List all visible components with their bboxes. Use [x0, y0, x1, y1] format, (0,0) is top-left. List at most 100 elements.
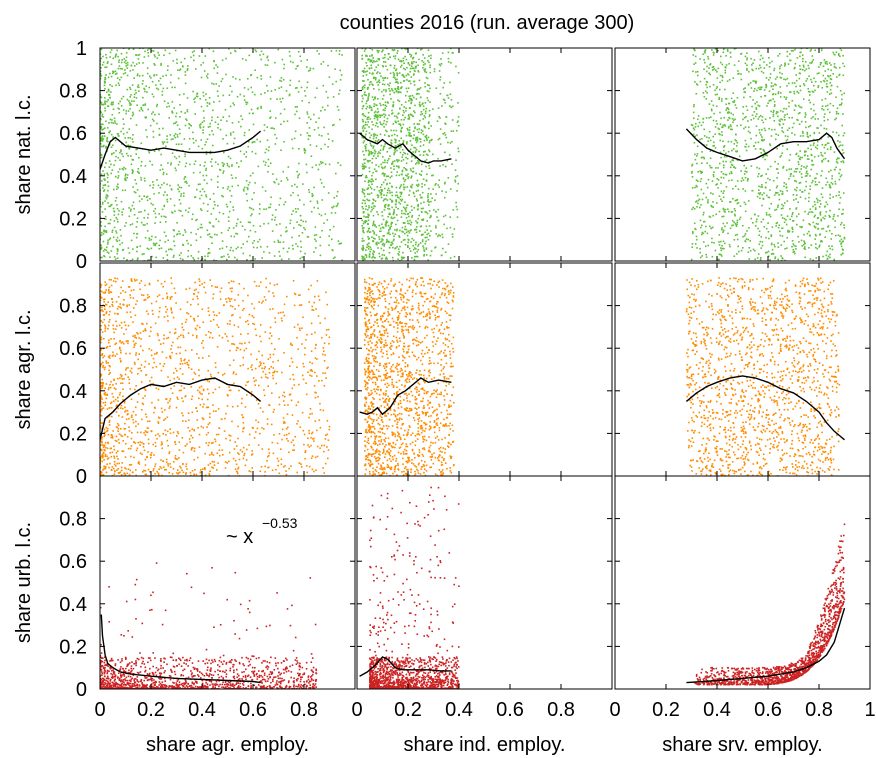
- data-point: [119, 151, 121, 154]
- data-point: [820, 240, 823, 242]
- data-point: [254, 69, 256, 71]
- data-point: [107, 105, 110, 108]
- data-point: [149, 184, 151, 187]
- data-point: [788, 177, 790, 180]
- data-point: [731, 172, 733, 175]
- data-point: [392, 246, 394, 249]
- data-point: [231, 165, 233, 167]
- data-point: [802, 98, 805, 100]
- data-point: [315, 145, 318, 147]
- data-point: [131, 258, 134, 261]
- data-point: [184, 229, 186, 231]
- data-point: [146, 230, 149, 232]
- data-point: [104, 109, 106, 112]
- data-point: [331, 206, 334, 209]
- data-point: [102, 170, 104, 172]
- data-point: [795, 248, 797, 250]
- data-point: [396, 228, 398, 231]
- data-point: [829, 197, 831, 200]
- data-point: [207, 369, 209, 372]
- data-point: [824, 152, 826, 154]
- data-point: [297, 91, 300, 93]
- data-point: [721, 100, 723, 102]
- data-point: [840, 221, 843, 224]
- data-point: [717, 187, 719, 189]
- data-point: [214, 204, 216, 206]
- data-point: [744, 190, 747, 192]
- data-point: [228, 165, 230, 168]
- data-point: [722, 51, 725, 54]
- data-point: [838, 194, 840, 196]
- data-point: [153, 244, 155, 246]
- data-point: [139, 444, 141, 446]
- data-point: [163, 54, 165, 56]
- data-point: [113, 473, 116, 475]
- data-point: [318, 163, 321, 166]
- data-point: [817, 155, 820, 157]
- data-point: [121, 341, 124, 343]
- data-point: [178, 441, 181, 443]
- data-point: [367, 223, 369, 225]
- data-point: [399, 203, 402, 205]
- data-point: [370, 67, 373, 69]
- panel-frame: [99, 47, 356, 262]
- data-point: [220, 119, 222, 121]
- data-point: [102, 103, 105, 106]
- data-point: [237, 184, 239, 187]
- data-point: [838, 157, 840, 160]
- data-point: [142, 224, 145, 226]
- data-point: [141, 253, 144, 256]
- data-point: [365, 256, 368, 258]
- data-point: [304, 228, 306, 231]
- data-point: [777, 246, 780, 248]
- data-point: [700, 188, 703, 191]
- data-point: [165, 250, 167, 253]
- data-point: [743, 96, 745, 99]
- data-point: [384, 258, 387, 260]
- data-point: [311, 431, 314, 434]
- data-point: [390, 217, 393, 219]
- data-point: [391, 88, 393, 90]
- data-point: [361, 227, 364, 229]
- data-point: [373, 251, 376, 253]
- data-point: [103, 173, 106, 175]
- data-point: [422, 144, 425, 146]
- data-point: [392, 123, 395, 125]
- data-point: [151, 309, 154, 312]
- data-point: [298, 148, 300, 150]
- data-point: [737, 245, 739, 248]
- data-point: [264, 465, 266, 468]
- data-point: [304, 95, 307, 97]
- data-point: [392, 232, 394, 235]
- data-point: [757, 192, 760, 194]
- data-point: [384, 161, 386, 164]
- data-point: [696, 155, 698, 157]
- data-point: [106, 100, 108, 103]
- data-point: [843, 237, 846, 240]
- data-point: [788, 116, 791, 119]
- data-point: [716, 77, 719, 79]
- data-point: [400, 119, 403, 121]
- data-point: [793, 109, 796, 111]
- data-point: [371, 83, 373, 85]
- data-point: [132, 48, 135, 50]
- data-point: [411, 62, 414, 65]
- data-point: [418, 138, 421, 140]
- data-point: [835, 111, 838, 113]
- data-point: [391, 222, 394, 224]
- data-point: [807, 87, 809, 90]
- data-point: [101, 136, 103, 138]
- data-point: [423, 201, 425, 204]
- data-point: [732, 92, 735, 94]
- data-point: [198, 391, 201, 393]
- data-point: [361, 225, 363, 227]
- data-point: [723, 247, 725, 250]
- data-point: [385, 256, 388, 259]
- data-point: [733, 64, 736, 66]
- data-point: [769, 178, 771, 181]
- data-point: [319, 447, 321, 449]
- data-point: [146, 222, 148, 225]
- data-point: [274, 133, 276, 136]
- data-point: [426, 200, 429, 203]
- data-point: [753, 111, 756, 113]
